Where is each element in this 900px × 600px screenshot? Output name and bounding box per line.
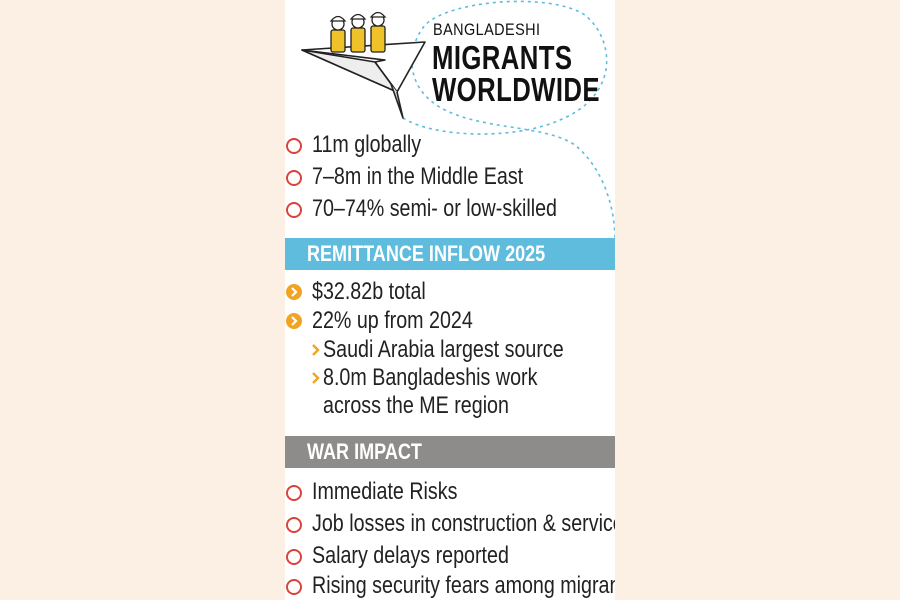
ring-bullet-icon [286,202,302,218]
chevron-bullet-icon [286,313,302,329]
list-item-text: 11m globally [312,131,422,158]
sub-list-item: Saudi Arabia largest source [285,336,615,364]
sub-list-item: 8.0m Bangladeshis work [285,364,615,392]
chevron-icon [312,372,320,384]
worker-2 [349,13,367,53]
list-item-text: $32.82b total [312,278,426,305]
ring-bullet-icon [286,579,302,595]
sub-list-item-text: 8.0m Bangladeshis work [323,364,538,391]
ring-bullet-icon [286,485,302,501]
dashed-flight-path [402,0,615,240]
list-item-text: 70–74% semi- or low-skilled [312,195,558,222]
list-item: $32.82b total [285,278,615,306]
worker-figures [329,11,387,53]
chevron-icon [312,344,320,356]
remittance-heading: REMITTANCE INFLOW 2025 [307,241,546,266]
list-item: Job losses in construction & services [285,510,615,538]
paper-plane [301,41,426,119]
paper-plane-illustration [301,0,615,240]
list-item: Rising security fears among migrants [285,572,615,600]
worker-3 [369,11,387,53]
list-item-text: 7–8m in the Middle East [312,163,524,190]
list-item-text: Rising security fears among migrants [312,572,615,599]
sub-list-item-text: Saudi Arabia largest source [323,336,564,363]
sub-list-item-continuation: across the ME region [285,392,615,420]
ring-bullet-icon [286,138,302,154]
war-impact-heading: WAR IMPACT [307,439,422,464]
header-title-line-2: WORLDWIDE [432,71,600,108]
list-item: 22% up from 2024 [285,307,615,335]
war-impact-heading-band: WAR IMPACT [285,436,615,468]
sub-list-item-text: across the ME region [323,392,509,419]
ring-bullet-icon [286,517,302,533]
list-item-text: Job losses in construction & services [312,510,615,537]
ring-bullet-icon [286,170,302,186]
list-item-text: 22% up from 2024 [312,307,473,334]
list-item: 70–74% semi- or low-skilled [285,195,615,223]
list-item-text: Salary delays reported [312,542,509,569]
list-item-text: Immediate Risks [312,478,458,505]
list-item: Salary delays reported [285,542,615,570]
ring-bullet-icon [286,549,302,565]
remittance-heading-band: REMITTANCE INFLOW 2025 [285,238,615,270]
header-title-line-1: MIGRANTS [432,39,573,76]
list-item: Immediate Risks [285,478,615,506]
header-small-title: BANGLADESHI [433,20,541,39]
list-item: 7–8m in the Middle East [285,163,615,191]
list-item: 11m globally [285,131,615,159]
infographic-card: BANGLADESHI MIGRANTS WORLDWIDE 11m globa… [285,0,615,600]
chevron-bullet-icon [286,284,302,300]
worker-1 [329,15,347,53]
